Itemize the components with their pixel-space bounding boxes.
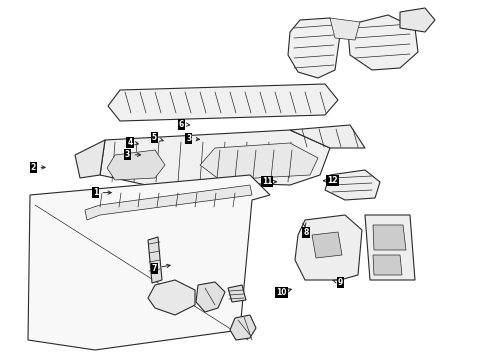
Polygon shape — [75, 140, 105, 178]
Polygon shape — [373, 225, 406, 250]
Polygon shape — [365, 215, 415, 280]
Polygon shape — [228, 285, 246, 302]
Text: 1: 1 — [93, 188, 98, 197]
Polygon shape — [400, 8, 435, 32]
Polygon shape — [85, 185, 252, 220]
Polygon shape — [230, 315, 256, 340]
Text: 7: 7 — [152, 264, 157, 273]
Text: 6: 6 — [179, 120, 184, 129]
Polygon shape — [330, 18, 360, 40]
Text: 11: 11 — [262, 177, 272, 186]
Text: 2: 2 — [31, 163, 36, 172]
Polygon shape — [148, 280, 195, 315]
Text: 9: 9 — [338, 278, 343, 287]
Polygon shape — [148, 237, 162, 283]
Polygon shape — [373, 255, 402, 275]
Text: 5: 5 — [152, 133, 157, 142]
Polygon shape — [325, 170, 380, 200]
Polygon shape — [200, 143, 318, 180]
Polygon shape — [288, 18, 340, 78]
Polygon shape — [348, 15, 418, 70]
Polygon shape — [107, 150, 165, 180]
Text: 3: 3 — [125, 150, 130, 159]
Text: 10: 10 — [276, 288, 287, 297]
Polygon shape — [108, 84, 338, 121]
Text: 12: 12 — [327, 176, 338, 185]
Polygon shape — [28, 175, 270, 350]
Text: 4: 4 — [127, 138, 132, 147]
Text: 8: 8 — [304, 228, 309, 237]
Polygon shape — [100, 130, 330, 188]
Text: 3: 3 — [186, 134, 191, 143]
Polygon shape — [295, 215, 362, 280]
Polygon shape — [290, 125, 365, 148]
Polygon shape — [312, 232, 342, 258]
Polygon shape — [196, 282, 225, 312]
